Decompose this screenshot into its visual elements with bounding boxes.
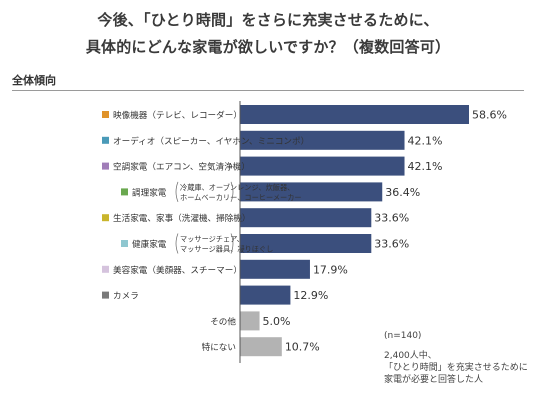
bracket-open-3 bbox=[175, 181, 179, 203]
category-label-3: 調理家電 bbox=[132, 186, 167, 198]
chart-title-line2: 具体的にどんな家電が欲しいですか？（複数回答可） bbox=[85, 38, 451, 56]
category-marker-4 bbox=[102, 214, 109, 222]
category-marker-1 bbox=[102, 136, 109, 144]
category-marker-2 bbox=[102, 162, 109, 170]
note-line-2: 「ひとり時間」を充実させるために bbox=[384, 363, 528, 373]
sample-size-note: (n=140) bbox=[384, 331, 422, 341]
category-sublabel-5-0: マッサージチェア、 bbox=[180, 235, 244, 244]
chart-title-line1: 今後、「ひとり時間」をさらに充実させるために、 bbox=[97, 11, 439, 29]
bar-4 bbox=[240, 208, 372, 228]
category-label-6: 美容家電（美顔器、スチーマー） bbox=[113, 264, 242, 276]
bracket-close-3 bbox=[230, 181, 234, 203]
category-marker-5 bbox=[121, 240, 128, 247]
note-line-1: 2,400人中、 bbox=[384, 351, 437, 361]
value-label-5: 33.6% bbox=[374, 238, 409, 251]
category-sublabel-3-1: ホームベーカリー、コーヒーメーカー bbox=[180, 193, 302, 202]
bar-8 bbox=[240, 311, 260, 331]
value-label-6: 17.9% bbox=[313, 263, 348, 276]
bar-2 bbox=[240, 156, 405, 176]
bracket-close-5 bbox=[230, 233, 234, 254]
category-marker-3 bbox=[121, 188, 128, 196]
note-line-3: 家電が必要と回答した人 bbox=[384, 375, 484, 385]
value-label-8: 5.0% bbox=[263, 315, 291, 328]
category-sublabel-3-0: 冷蔵庫、オーブンレンジ、炊飯器、 bbox=[180, 183, 294, 192]
value-label-7: 12.9% bbox=[293, 289, 328, 302]
category-label-8: その他 bbox=[210, 315, 236, 327]
category-sublabel-5-1: マッサージ器具、凝りほぐし bbox=[180, 245, 273, 254]
value-label-9: 10.7% bbox=[285, 341, 320, 354]
category-marker-0 bbox=[102, 111, 109, 118]
value-label-4: 33.6% bbox=[374, 212, 409, 225]
section-label: 全体傾向 bbox=[12, 74, 56, 87]
category-marker-7 bbox=[102, 291, 109, 299]
value-label-0: 58.6% bbox=[472, 109, 507, 122]
category-label-9: 特にない bbox=[202, 341, 236, 353]
value-label-3: 36.4% bbox=[385, 186, 420, 199]
bar-7 bbox=[240, 285, 291, 305]
category-label-5: 健康家電 bbox=[132, 238, 167, 250]
category-label-1: オーディオ（スピーカー、イヤホン、ミニコンポ） bbox=[113, 135, 309, 147]
category-label-2: 空調家電（エアコン、空気清浄機） bbox=[113, 161, 250, 173]
bracket-open-5 bbox=[175, 233, 179, 254]
bar-3 bbox=[240, 182, 383, 202]
bar-1 bbox=[240, 130, 405, 150]
bar-9 bbox=[240, 337, 282, 357]
category-label-4: 生活家電、家事（洗濯機、掃除機） bbox=[113, 212, 251, 224]
category-marker-6 bbox=[102, 265, 109, 273]
value-label-2: 42.1% bbox=[408, 160, 443, 173]
bar-0 bbox=[240, 105, 469, 124]
section-divider bbox=[12, 90, 524, 91]
bar-6 bbox=[240, 259, 310, 279]
category-label-7: カメラ bbox=[113, 291, 139, 302]
bar-5 bbox=[240, 234, 372, 253]
category-label-0: 映像機器（テレビ、レコーダー） bbox=[113, 109, 242, 121]
value-label-1: 42.1% bbox=[408, 134, 443, 147]
